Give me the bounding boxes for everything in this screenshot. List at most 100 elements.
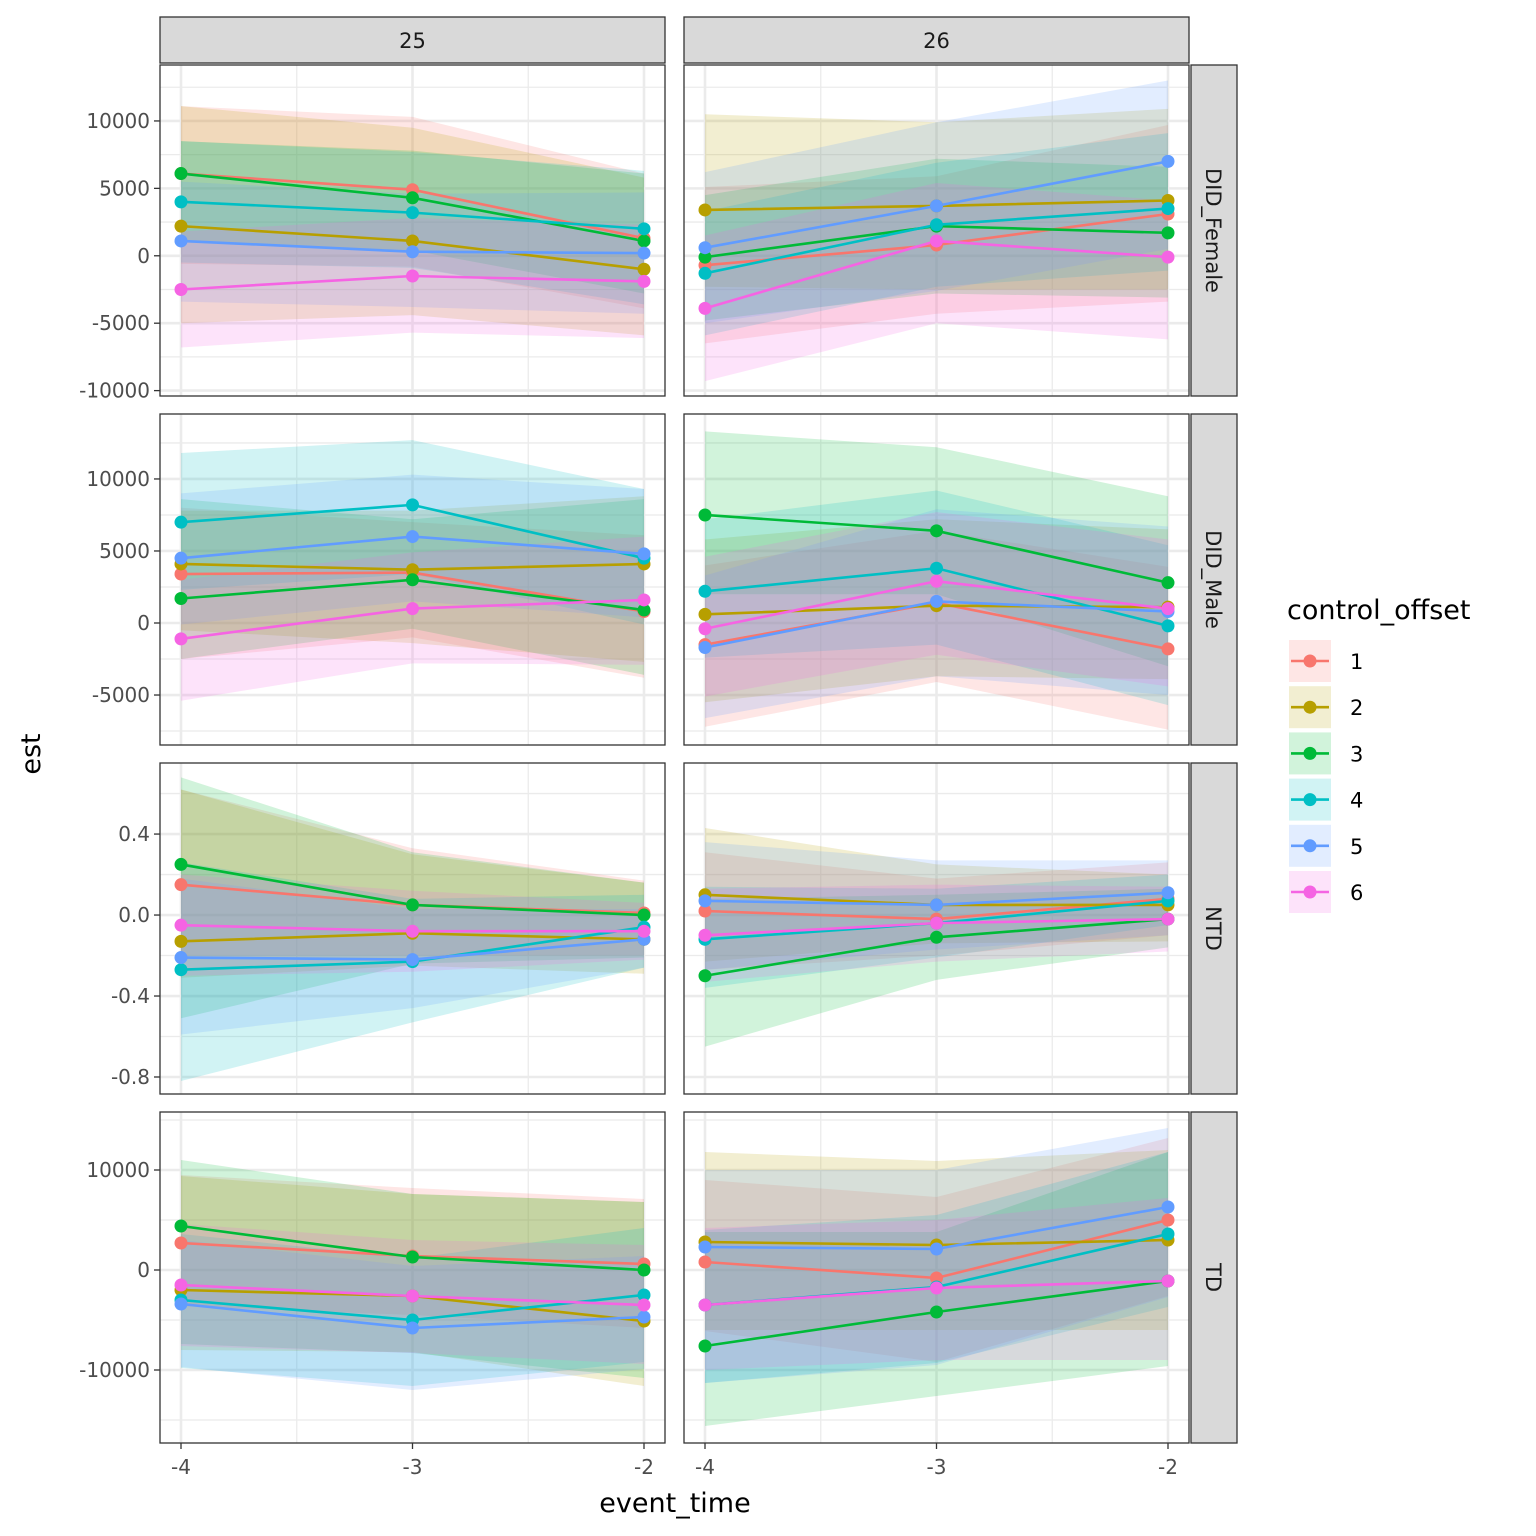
point-series-6 (637, 274, 651, 288)
point-series-4 (930, 561, 943, 575)
y-tick-label: 5000 (99, 539, 150, 563)
legend-item-2: 2 (1289, 686, 1363, 729)
legend-item-4: 4 (1289, 778, 1363, 821)
point-series-1 (1161, 642, 1175, 656)
column-strips: 25 26 (159, 16, 1190, 64)
point-series-1 (174, 878, 188, 892)
point-series-5 (637, 1310, 651, 1324)
legend-title: control_offset (1287, 595, 1470, 626)
panel-DID_Male-26 (683, 413, 1190, 746)
row-strip-label: NTD (1201, 906, 1225, 951)
point-series-6 (637, 924, 651, 938)
panel-TD-26 (683, 1111, 1190, 1444)
point-series-6 (406, 602, 419, 616)
point-series-6 (406, 924, 419, 938)
point-series-6 (406, 1289, 419, 1303)
legend-item-1: 1 (1289, 640, 1363, 682)
point-series-2 (406, 563, 419, 577)
panel-border (159, 413, 666, 746)
panel-content (698, 827, 1175, 1047)
legend-item-5: 5 (1289, 824, 1363, 867)
x-tick-label: -4 (695, 1455, 715, 1479)
point-series-5 (174, 951, 188, 965)
ribbon-series-6 (705, 182, 1168, 382)
point-series-4 (698, 584, 712, 598)
legend-label: 6 (1350, 881, 1363, 905)
point-series-5 (174, 551, 188, 565)
point-series-3 (406, 191, 419, 205)
ribbon-series-5 (181, 474, 644, 625)
row-strip-DID_Male (1190, 413, 1238, 746)
point-series-4 (930, 218, 943, 232)
row-strip-label: DID_Female (1200, 168, 1225, 293)
point-series-5 (406, 953, 419, 967)
ribbon-series-1 (705, 124, 1168, 344)
column-strip-label: 26 (923, 29, 950, 53)
point-series-1 (698, 1255, 712, 1269)
point-series-1 (174, 1236, 188, 1250)
ribbon-series-5 (705, 509, 1168, 719)
ribbon-series-2 (181, 1176, 644, 1386)
point-series-5 (698, 640, 712, 654)
point-series-3 (698, 969, 712, 983)
y-tick-label: 10000 (86, 1158, 150, 1182)
legend-label: 3 (1350, 742, 1363, 766)
point-series-6 (174, 1278, 188, 1292)
x-axis-title: event_time (599, 1488, 750, 1519)
row-strip-label: TD (1201, 1262, 1225, 1292)
legend-item-6: 6 (1289, 871, 1363, 913)
row-strip-TD (1190, 1111, 1238, 1444)
point-series-2 (174, 219, 188, 233)
panel-content (174, 440, 651, 701)
row-strips: DID_Female DID_Male NTD TD (1190, 64, 1238, 1444)
x-tick-label: -4 (171, 1455, 191, 1479)
point-series-4 (1161, 1227, 1175, 1241)
point-series-3 (637, 908, 651, 922)
point-series-4 (174, 963, 188, 977)
point-series-3 (406, 573, 419, 587)
point-series-3 (174, 857, 188, 871)
x-tick-label: -3 (403, 1455, 423, 1479)
point-series-5 (930, 199, 943, 213)
point-series-1 (174, 567, 188, 581)
point-series-6 (1161, 912, 1175, 926)
y-tick-label: 10000 (86, 467, 150, 491)
ribbon-series-4 (181, 862, 644, 1082)
point-series-5 (698, 241, 712, 255)
column-strip-label: 25 (399, 29, 426, 53)
panel-DID_Female-25 (159, 64, 666, 397)
point-series-6 (930, 234, 943, 248)
panel-TD-25 (159, 1111, 666, 1444)
panel-border (159, 64, 666, 397)
ribbon-series-2 (705, 108, 1168, 290)
point-series-6 (174, 282, 188, 296)
point-series-1 (1161, 1213, 1175, 1227)
point-series-3 (406, 898, 419, 912)
point-series-2 (698, 203, 712, 217)
y-tick-label: 0 (137, 1258, 150, 1282)
panel-border (683, 413, 1190, 746)
ribbon-series-4 (705, 1152, 1168, 1383)
point-series-3 (930, 930, 943, 944)
point-series-6 (174, 918, 188, 932)
point-series-4 (637, 222, 651, 236)
point-series-3 (174, 1219, 188, 1233)
point-series-6 (698, 928, 712, 942)
point-series-3 (930, 1305, 943, 1319)
point-series-4 (174, 515, 188, 529)
point-series-3 (698, 508, 712, 522)
point-series-3 (1161, 226, 1175, 240)
y-tick-label: 5000 (99, 176, 150, 200)
y-tick-label: 0.0 (118, 903, 150, 927)
x-tick-label: -2 (1158, 1455, 1178, 1479)
legend-key-point (1303, 746, 1317, 760)
point-series-5 (698, 1240, 712, 1254)
point-series-2 (698, 607, 712, 621)
row-strip-label: DID_Male (1200, 530, 1225, 629)
point-series-6 (1161, 1274, 1175, 1288)
column-strip-26 (683, 16, 1190, 64)
point-series-5 (406, 530, 419, 544)
column-strip-25 (159, 16, 666, 64)
y-tick-label: 0 (137, 611, 150, 635)
